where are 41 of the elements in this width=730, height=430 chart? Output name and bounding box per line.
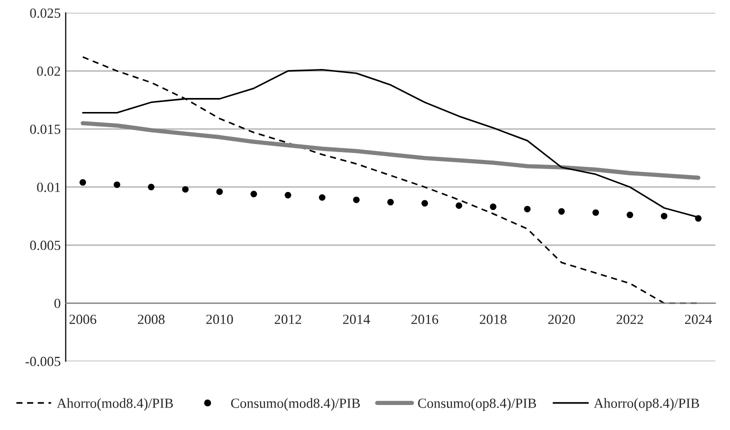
x-tick-label: 2014 (343, 314, 370, 324)
line-series (82, 56, 700, 304)
y-tick-label: 0.025 (30, 8, 60, 18)
point (216, 188, 223, 195)
point (80, 179, 86, 186)
point (182, 186, 189, 193)
point (114, 181, 120, 188)
y-tick-label: 0.015 (30, 124, 60, 134)
point (456, 202, 462, 209)
y-tick-label: 0.005 (30, 240, 60, 250)
legend-label: Ahorro(mod8.4)/PIB (56, 398, 173, 411)
y-tick-label: 0.01 (37, 182, 60, 192)
x-tick-label: 2016 (411, 314, 438, 324)
point (592, 209, 599, 216)
x-tick-label: 2008 (138, 314, 165, 324)
point (148, 184, 154, 190)
point (558, 208, 565, 215)
x-tick-label: 2018 (480, 314, 506, 324)
legend-label: Ahorro(op8.4)/PIB (594, 398, 700, 411)
point (490, 204, 496, 210)
legend-label: Consumo(mod8.4)/PIB (231, 398, 360, 411)
x-tick-label: 2010 (206, 314, 233, 324)
point (387, 198, 394, 206)
y-tick-label: -0.005 (25, 356, 60, 366)
point (421, 200, 428, 207)
point (250, 190, 258, 198)
y-tick-label: 0.02 (37, 66, 60, 76)
point (626, 212, 634, 218)
line-series (80, 121, 700, 180)
point (353, 196, 360, 204)
point (284, 192, 292, 198)
x-tick-label: 2006 (70, 314, 96, 324)
x-tick-label: 2012 (274, 314, 302, 324)
x-tick-label: 2024 (685, 314, 712, 324)
point (524, 206, 531, 212)
x-tick-label: 2022 (616, 314, 644, 324)
point (660, 212, 668, 220)
y-tick-label: 0 (54, 298, 60, 308)
x-tick-label: 2020 (548, 314, 575, 324)
point (318, 194, 326, 201)
legend-label: Consumo(op8.4)/PIB (418, 398, 536, 411)
